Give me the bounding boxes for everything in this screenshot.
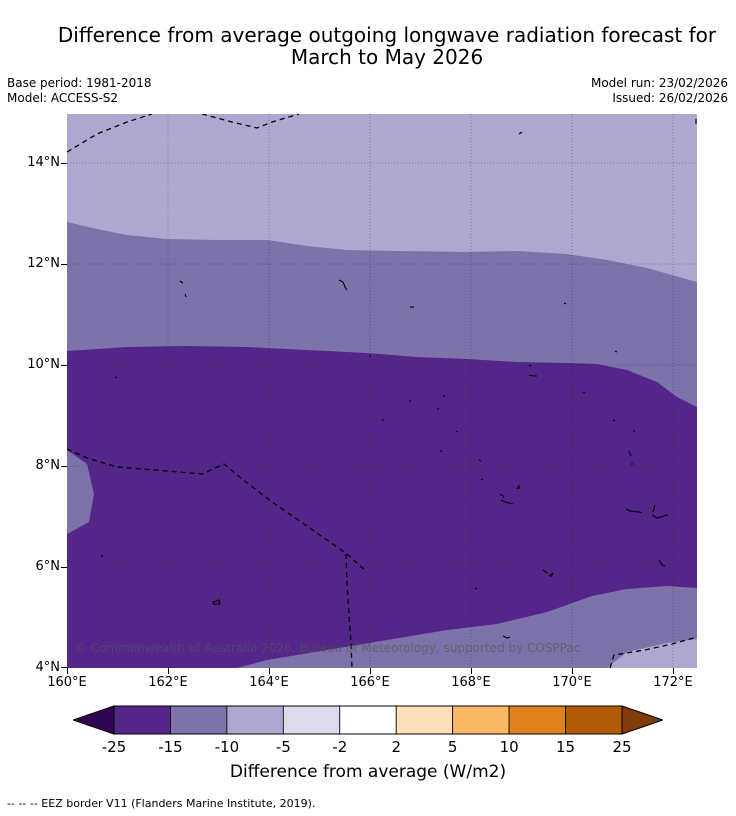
lon-tick-160: 160°E — [47, 675, 87, 690]
colorbar-label: 5 — [447, 738, 458, 756]
colorbar-label: 2 — [391, 738, 401, 756]
lon-tickmark — [370, 668, 371, 674]
colorbar-cell — [565, 705, 623, 735]
colorbar-over-arrow — [621, 705, 665, 735]
colorbar-frame — [113, 705, 623, 735]
colorbar-label: -10 — [214, 738, 240, 756]
lat-tick-8: 8°N — [35, 458, 61, 473]
lon-tickmark — [572, 668, 573, 674]
colorbar-cell — [113, 705, 171, 735]
lon-tickmark — [269, 668, 270, 674]
eez-legend: -- -- -- EEZ border V11 (Flanders Marine… — [7, 797, 316, 810]
map-svg — [67, 114, 697, 668]
lat-tickmark — [61, 264, 67, 265]
colorbar-label: 25 — [612, 738, 632, 756]
contour-band-dark — [67, 346, 697, 668]
colorbar-under-arrow — [71, 705, 115, 735]
lat-tickmark — [61, 567, 67, 568]
lon-tickmark — [67, 668, 68, 674]
model-run: Model run: 23/02/2026 — [590, 76, 728, 90]
colorbar-cell — [282, 705, 341, 735]
colorbar-label: -2 — [332, 738, 348, 756]
title-line-2: March to May 2026 — [290, 45, 484, 69]
lat-tick-14: 14°N — [27, 155, 60, 170]
colorbar-label: 10 — [499, 738, 519, 756]
colorbar-label: 15 — [556, 738, 576, 756]
lon-tick-172: 172°E — [653, 675, 693, 690]
lon-tickmark — [673, 668, 674, 674]
colorbar-cell — [395, 705, 454, 735]
gridlines — [67, 114, 697, 668]
lat-tickmark — [61, 466, 67, 467]
eez-borders — [67, 114, 697, 668]
colorbar-cell — [452, 705, 510, 735]
colorbar-svg — [71, 705, 665, 735]
lon-tick-164: 164°E — [249, 675, 289, 690]
lat-tickmark — [61, 667, 67, 668]
lat-tickmark — [61, 163, 67, 164]
chart-title: Difference from average outgoing longwav… — [30, 24, 736, 68]
colorbar — [71, 705, 665, 735]
title-line-1: Difference from average outgoing longwav… — [57, 23, 717, 47]
lat-tick-4: 4°N — [35, 660, 61, 675]
issued-date: Issued: 26/02/2026 — [612, 91, 728, 105]
islands — [100, 119, 697, 639]
copyright-note: © Commonwealth of Australia 2026, Bureau… — [75, 641, 581, 655]
base-period: Base period: 1981-2018 — [7, 76, 152, 90]
meta-left: Base period: 1981-2018 Model: ACCESS-S2 — [7, 76, 152, 106]
meta-right: Model run: 23/02/2026 Issued: 26/02/2026 — [591, 76, 728, 106]
lon-tick-170: 170°E — [552, 675, 592, 690]
lon-tick-166: 166°E — [350, 675, 390, 690]
lon-tick-162: 162°E — [148, 675, 188, 690]
colorbar-cell — [226, 705, 284, 735]
colorbar-title: Difference from average (W/m2) — [229, 762, 507, 782]
colorbar-label: -25 — [101, 738, 127, 756]
colorbar-label: -5 — [275, 738, 291, 756]
lat-tickmark — [61, 365, 67, 366]
lon-tickmark — [168, 668, 169, 674]
colorbar-label: -15 — [158, 738, 183, 756]
model-name: Model: ACCESS-S2 — [7, 91, 119, 105]
lon-tickmark — [471, 668, 472, 674]
lat-tick-12: 12°N — [27, 256, 60, 271]
lat-tick-10: 10°N — [27, 357, 60, 372]
lat-tick-6: 6°N — [35, 559, 61, 574]
map-panel[interactable] — [67, 114, 697, 668]
colorbar-cell — [508, 705, 566, 735]
lon-tick-168: 168°E — [451, 675, 491, 690]
colorbar-cell — [170, 705, 228, 735]
colorbar-cell — [339, 705, 397, 735]
contour-band-light-se — [607, 639, 697, 668]
